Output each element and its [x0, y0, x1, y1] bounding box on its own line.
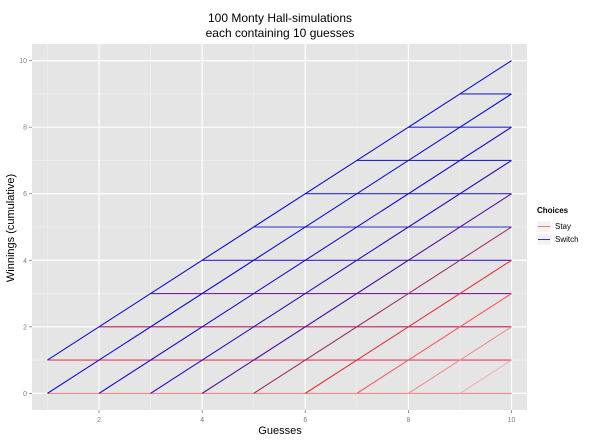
- y-tick-label: 4: [23, 258, 27, 265]
- x-tick-label: 10: [508, 417, 516, 424]
- legend-label-stay: Stay: [555, 222, 571, 231]
- series-line-diagonal-8: [408, 326, 512, 394]
- x-tick-label: 6: [303, 417, 307, 424]
- series-line-diagonal-3: [150, 159, 512, 394]
- series-line-diagonal-7: [356, 293, 512, 394]
- series-line-diagonal-9: [459, 359, 512, 394]
- series-line-diagonal-1: [47, 93, 512, 394]
- simulation-lines: [47, 60, 512, 394]
- chart-title-line-1: 100 Monty Hall-simulations: [208, 11, 352, 25]
- x-axis-title: Guesses: [258, 425, 302, 437]
- legend-label-switch: Switch: [555, 235, 579, 244]
- y-tick-label: 2: [23, 324, 27, 331]
- series-line-diagonal-6: [304, 259, 512, 394]
- axes: 2 4 6 8 10 0 2 4 6 8 10: [19, 58, 515, 424]
- y-tick-label: 0: [23, 391, 27, 398]
- x-tick-label: 4: [200, 417, 204, 424]
- x-tick-label: 2: [97, 417, 101, 424]
- series-line-diagonal-5: [253, 226, 512, 394]
- legend: Choices Stay Switch: [536, 206, 579, 246]
- legend-title: Choices: [537, 206, 569, 215]
- series-line-switch-upper: [47, 60, 512, 361]
- series-line-diagonal-2: [98, 126, 512, 394]
- x-tick-label: 8: [406, 417, 410, 424]
- y-tick-label: 8: [23, 125, 27, 132]
- y-tick-label: 10: [19, 58, 27, 65]
- series-line-diagonal-4: [201, 193, 512, 394]
- chart-title-line-2: each containing 10 guesses: [206, 26, 355, 40]
- y-axis-title: Winnings (cumulative): [5, 174, 17, 282]
- y-tick-label: 6: [23, 191, 27, 198]
